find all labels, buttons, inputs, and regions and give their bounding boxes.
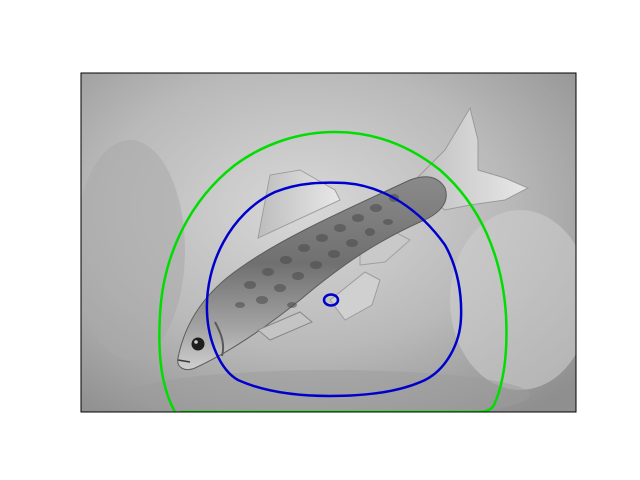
photo — [81, 73, 576, 412]
fish-pectoral-fin — [257, 311, 313, 341]
fish-dorsal-fin — [257, 169, 341, 239]
fish-scale-pattern — [235, 194, 399, 308]
background-blur-right — [450, 210, 576, 390]
axes-frame — [80, 72, 577, 413]
fish-gill — [214, 321, 225, 357]
background-blur-bottom — [130, 370, 530, 412]
fish-body — [177, 176, 447, 371]
background-blur-left — [81, 140, 185, 360]
fish — [177, 106, 530, 371]
contour-inner — [205, 181, 463, 398]
fish-mouth — [177, 359, 191, 363]
contour-outer — [158, 130, 508, 412]
fish-ventral-fin — [329, 271, 381, 321]
contour-center — [322, 293, 340, 307]
fish-eye-highlight — [194, 340, 198, 344]
fish-eye — [191, 337, 205, 351]
